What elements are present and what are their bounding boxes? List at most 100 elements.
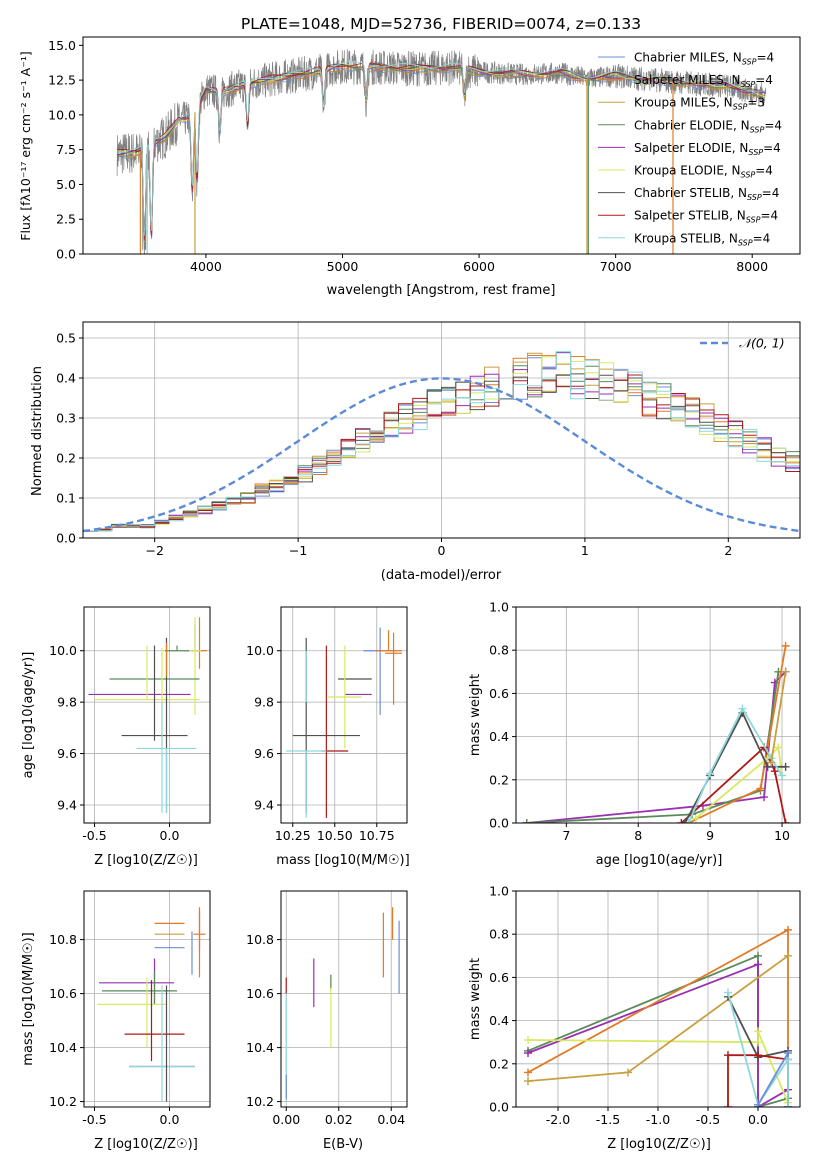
y-tick-label: 15.0 xyxy=(48,38,76,53)
mass-weight-marker xyxy=(781,667,790,676)
mass-weight-marker xyxy=(677,819,686,823)
x-tick-label: 0.0 xyxy=(160,828,180,843)
y-tick-label: 0.0 xyxy=(489,816,509,831)
x-tick-label: 7000 xyxy=(600,259,632,274)
massweight-vs-metallicity-x-label: Z [log10(Z/Z☉)] xyxy=(607,1137,711,1152)
x-tick-label: 0.04 xyxy=(377,1112,405,1127)
mass-weight-marker xyxy=(770,767,779,776)
mass-weight-line xyxy=(527,1031,789,1104)
residual-histogram-steps xyxy=(83,351,800,532)
y-tick-label: 5.0 xyxy=(56,177,76,192)
x-tick-label: 0.0 xyxy=(748,1112,768,1127)
mass-weight-marker xyxy=(724,988,732,997)
axes-frame xyxy=(515,606,801,824)
y-tick-label: 10.8 xyxy=(246,932,274,947)
legend-entry: Salpeter ELODIE, NSSP=4 xyxy=(634,141,781,157)
x-tick-label: −1 xyxy=(289,543,307,558)
mass-weight-marker xyxy=(624,1068,632,1077)
y-tick-label: 0.2 xyxy=(489,772,509,787)
mass-weight-marker xyxy=(781,762,790,771)
mass-weight-marker xyxy=(738,704,747,713)
histogram-y-axis-label: Normed distribution xyxy=(30,366,45,496)
y-tick-label: 0.0 xyxy=(56,531,76,546)
x-tick-label: -2.0 xyxy=(546,1112,570,1127)
legend-entry: Salpeter MILES, NSSP=4 xyxy=(634,73,773,89)
mass-weight-marker xyxy=(522,819,531,823)
y-tick-label: 0.5 xyxy=(56,331,76,346)
massweight-age-y-label: mass weight xyxy=(468,674,483,756)
y-tick-label: 10.0 xyxy=(246,643,274,658)
y-tick-label: 9.4 xyxy=(254,798,274,813)
y-tick-label: 10.0 xyxy=(49,643,77,658)
plot-area xyxy=(97,907,206,1102)
y-tick-label: 0.4 xyxy=(489,729,509,744)
y-tick-label: 9.6 xyxy=(254,746,274,761)
residual-histogram-steps xyxy=(83,352,800,532)
x-tick-label: -0.5 xyxy=(82,1112,106,1127)
y-tick-label: 0.6 xyxy=(489,970,509,985)
model-spectrum-line xyxy=(117,62,766,241)
plot-area xyxy=(83,351,800,533)
residual-histogram-steps xyxy=(83,356,800,532)
y-tick-label: 0.8 xyxy=(489,927,509,942)
y-tick-label: 9.8 xyxy=(254,695,274,710)
mass-vs-extinction-panel: 0.00 0.02 0.04 10.2 10.4 10.6 10.8 xyxy=(246,890,408,1127)
x-tick-label: 10.25 xyxy=(275,828,311,843)
plot-area xyxy=(522,641,790,823)
y-tick-label: 9.6 xyxy=(57,746,77,761)
legend-entry: Kroupa MILES, NSSP=3 xyxy=(634,96,765,112)
mass-weight-marker xyxy=(524,1049,532,1057)
mass-weight-line xyxy=(727,992,789,1107)
legend-entry: Salpeter STELIB, NSSP=4 xyxy=(634,209,778,225)
mass-weight-marker xyxy=(781,819,790,823)
y-tick-label: 0.2 xyxy=(489,1056,509,1071)
y-tick-label: 2.5 xyxy=(56,212,76,227)
axes-frame xyxy=(280,606,408,824)
y-tick-label: 0.2 xyxy=(56,451,76,466)
mass-weight-marker xyxy=(754,1051,762,1060)
x-tick-label: 10 xyxy=(774,828,790,843)
axes-frame xyxy=(83,890,211,1108)
y-tick-label: 0.1 xyxy=(56,491,76,506)
residual-histogram-steps xyxy=(83,351,800,532)
axes-frame xyxy=(83,606,211,824)
plot-area xyxy=(286,627,402,818)
x-tick-label: -0.5 xyxy=(696,1112,720,1127)
mass-weight-marker xyxy=(680,819,689,823)
gaussian-reference-curve xyxy=(83,377,800,533)
y-tick-label: 0.3 xyxy=(56,411,76,426)
x-tick-label: 9 xyxy=(706,828,714,843)
mass-weight-marker xyxy=(778,771,787,780)
mass-weight-marker xyxy=(754,1038,762,1047)
mass-weight-marker xyxy=(754,960,762,969)
mass-weight-marker xyxy=(784,925,792,934)
mass-weight-marker xyxy=(763,762,772,771)
mass-weight-marker xyxy=(784,951,792,960)
x-tick-label: 6000 xyxy=(463,259,495,274)
x-tick-label: 8 xyxy=(634,828,642,843)
mass-weight-marker xyxy=(724,1103,732,1107)
mass-weight-marker xyxy=(754,951,762,960)
y-tick-label: 7.5 xyxy=(56,142,76,157)
y-tick-label: 0.4 xyxy=(489,1013,509,1028)
y-tick-label: 10.2 xyxy=(49,1094,77,1109)
plot-area xyxy=(285,907,400,1102)
y-tick-label: 0.0 xyxy=(489,1100,509,1115)
mass-weight-line xyxy=(727,1054,789,1107)
legend-entry: Kroupa ELODIE, NSSP=4 xyxy=(634,164,773,180)
mass-weight-marker xyxy=(684,819,693,823)
y-tick-label: 0.0 xyxy=(56,247,76,262)
x-tick-label: 4000 xyxy=(190,259,222,274)
massweight-vs-age-panel: 7 8 9 10 0.0 0.2 0.4 0.6 0.8 1.0 xyxy=(489,600,801,843)
mass-weight-line xyxy=(680,745,787,823)
mass-weight-marker xyxy=(784,1049,792,1057)
y-tick-label: 0.8 xyxy=(489,643,509,658)
x-tick-label: 0 xyxy=(438,543,446,558)
mass-weight-marker xyxy=(760,793,769,802)
mass-weight-line xyxy=(526,671,787,823)
figure-title: PLATE=1048, MJD=52736, FIBERID=0074, z=0… xyxy=(241,15,641,33)
y-tick-label: 9.4 xyxy=(57,798,77,813)
mass-weight-marker xyxy=(774,743,783,752)
spectrum-y-axis-label: Flux [fλ10⁻¹⁷ erg cm⁻² s⁻¹ A⁻¹] xyxy=(18,51,33,240)
